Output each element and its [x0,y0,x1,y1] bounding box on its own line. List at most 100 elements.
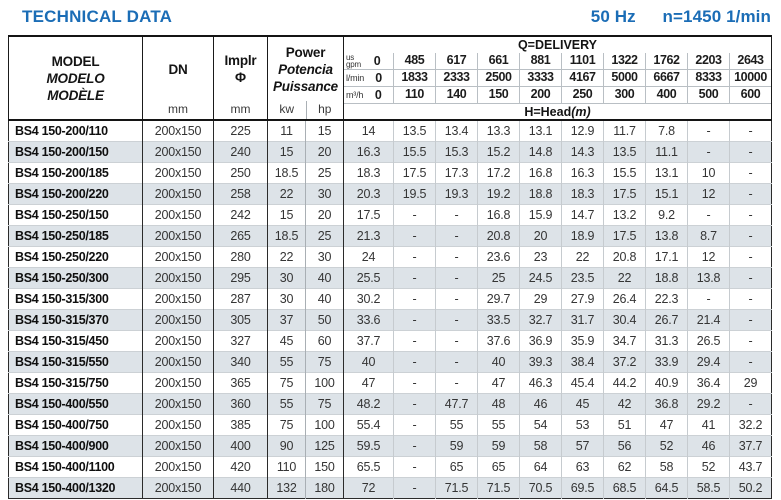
head-value-cell: - [729,119,772,142]
head-value-cell: 20.8 [603,246,646,268]
head-value-cell: 45 [561,393,604,415]
head-value-cell: 13.1 [519,119,562,142]
head-value-cell: 70.5 [519,477,562,499]
head-value-cell: 16.3 [561,162,604,184]
kw-cell: 37 [267,309,306,331]
kw-cell: 132 [267,477,306,499]
head-value-cell: 59 [477,435,520,457]
flow-unit-cell: l/min 0 [344,70,393,86]
head-value-cell: 34.7 [603,330,646,352]
impeller-diameter-symbol: Φ [235,70,246,85]
dn-cell: 200x150 [142,414,214,436]
head-value-cell: 64.5 [645,477,688,499]
head-value-cell: - [729,267,772,289]
head-value-cell: 46 [687,435,730,457]
head-value-cell: 29.2 [687,393,730,415]
head-value-cell: - [729,204,772,226]
head-value-cell: 37.7 [343,330,394,352]
head-value-cell: 54 [519,414,562,436]
head-value-cell: 40.9 [645,372,688,394]
head-value-cell: 17.3 [435,162,478,184]
head-value-cell: 14 [343,119,394,142]
head-value-cell: - [729,162,772,184]
head-value-cell: - [687,204,730,226]
head-value-cell: 68.5 [603,477,646,499]
head-value-cell: 15.3 [435,141,478,163]
head-value-cell: 33.9 [645,351,688,373]
head-value-cell: 29 [729,372,772,394]
head-value-cell: - [393,204,436,226]
power-label-en: Power [285,44,326,60]
head-value-cell: 21.3 [343,225,394,247]
flow-value-cell: 6667 [645,70,687,86]
head-value-cell: 55.4 [343,414,394,436]
head-value-cell: 22.3 [645,288,688,310]
head-value-cell: 20.3 [343,183,394,205]
head-value-cell: - [687,119,730,142]
flow-value-cell: 400 [645,87,687,103]
head-value-cell: - [393,477,436,499]
table-row: BS4 150-200/110 200x150 225 11 15 14 13.5 13.4 1… [8,119,772,142]
head-value-cell: 36.8 [645,393,688,415]
impeller-cell: 340 [213,351,268,373]
head-value-cell: 22 [603,267,646,289]
flow-value-cell: 2500 [477,70,519,86]
head-value-cell: - [729,393,772,415]
head-value-cell: 33.6 [343,309,394,331]
model-cell: BS4 150-250/300 [8,267,143,289]
head-value-cell: 57 [561,435,604,457]
head-value-cell: 32.7 [519,309,562,331]
impeller-label: Implr [224,53,257,68]
head-value-cell: 52 [645,435,688,457]
head-value-cell: - [393,393,436,415]
impeller-cell: 250 [213,162,268,184]
dn-cell: 200x150 [142,141,214,163]
head-value-cell: 31.3 [645,330,688,352]
model-cell: BS4 150-400/750 [8,414,143,436]
kw-cell: 30 [267,267,306,289]
head-value-cell: - [435,330,478,352]
table-row: BS4 150-400/1320 200x150 440 132 180 72-71.5 7… [8,477,772,499]
head-value-cell: 17.5 [343,204,394,226]
hp-unit-label: hp [305,101,344,119]
head-value-cell: 58 [519,435,562,457]
dn-cell: 200x150 [142,204,214,226]
head-value-cell: 26.5 [687,330,730,352]
table-row: BS4 150-315/750 200x150 365 75 100 47- -47 46.3… [8,372,772,394]
table-row: BS4 150-315/450 200x150 327 45 60 37.7- -37.6 3… [8,330,772,352]
head-value-cell: 69.5 [561,477,604,499]
head-value-cell: 63 [561,456,604,478]
dn-label: DN [168,61,188,77]
impeller-cell: 440 [213,477,268,499]
head-value-cell: - [729,225,772,247]
dn-cell: 200x150 [142,162,214,184]
head-value-cell: 11.1 [645,141,688,163]
model-label-en: MODEL [51,53,100,69]
dn-cell: 200x150 [142,351,214,373]
impeller-cell: 258 [213,183,268,205]
head-value-cell: 13.1 [645,162,688,184]
head-value-cell: 62 [603,456,646,478]
hp-cell: 150 [305,456,344,478]
dn-cell: 200x150 [142,372,214,394]
head-value-cell: 43.7 [729,456,772,478]
head-value-cell: 47 [477,372,520,394]
model-cell: BS4 150-200/220 [8,183,143,205]
head-value-cell: 53 [561,414,604,436]
flow-value-cell: 250 [561,87,603,103]
head-value-cell: - [687,141,730,163]
dn-cell: 200x150 [142,288,214,310]
head-value-cell: - [393,246,436,268]
hp-cell: 20 [305,204,344,226]
dn-column-header: DN mm [142,35,214,121]
head-value-cell: - [393,330,436,352]
flow-value-cell: 140 [435,87,477,103]
head-value-cell: 15.2 [477,141,520,163]
head-value-cell: 36.4 [687,372,730,394]
head-value-cell: 13.2 [603,204,646,226]
model-cell: BS4 150-315/750 [8,372,143,394]
table-row: BS4 150-250/185 200x150 265 18.5 25 21.3- -20.… [8,225,772,247]
head-value-cell: 37.6 [477,330,520,352]
head-value-cell: 17.5 [603,225,646,247]
impeller-column-header: Implr Φ mm [213,35,268,121]
